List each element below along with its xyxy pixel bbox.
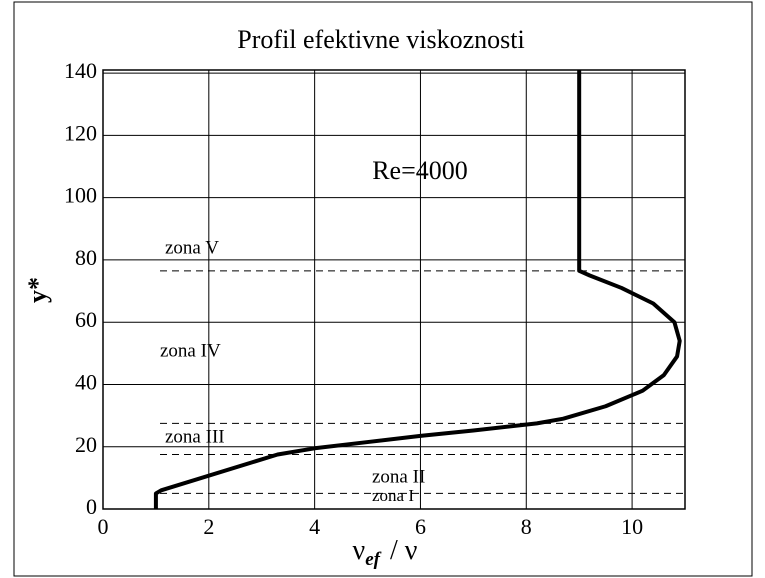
x-tick-label: 6 bbox=[415, 514, 426, 539]
x-tick-label: 8 bbox=[521, 514, 532, 539]
chart-title: Profil efektivne viskoznosti bbox=[237, 25, 524, 54]
x-tick-label: 0 bbox=[98, 514, 109, 539]
x-label-sub: ef bbox=[365, 549, 381, 570]
x-tick-label: 2 bbox=[203, 514, 214, 539]
y-tick-label: 0 bbox=[86, 494, 97, 519]
y-tick-label: 80 bbox=[75, 245, 97, 270]
y-tick-label: 60 bbox=[75, 307, 97, 332]
x-tick-label: 10 bbox=[621, 514, 643, 539]
y-tick-label: 140 bbox=[64, 58, 97, 83]
x-label-main: ν bbox=[353, 535, 366, 566]
y-axis-label: y* bbox=[23, 277, 52, 303]
annotation: zona III bbox=[165, 426, 225, 447]
y-tick-label: 20 bbox=[75, 432, 97, 457]
x-tick-label: 4 bbox=[309, 514, 320, 539]
annotation: zona IV bbox=[160, 340, 221, 361]
frame bbox=[13, 1, 753, 577]
y-tick-label: 40 bbox=[75, 370, 97, 395]
annotation: zona II bbox=[372, 466, 425, 487]
x-label-tail: / ν bbox=[390, 535, 417, 566]
line-series bbox=[153, 70, 682, 509]
x-axis-label: νef / ν bbox=[353, 535, 418, 570]
y-tick-label: 100 bbox=[64, 183, 97, 208]
plot-border bbox=[102, 69, 686, 510]
y-tick-label: 120 bbox=[64, 120, 97, 145]
annotation: zona V bbox=[165, 237, 219, 258]
annotation: zona I bbox=[372, 486, 414, 505]
